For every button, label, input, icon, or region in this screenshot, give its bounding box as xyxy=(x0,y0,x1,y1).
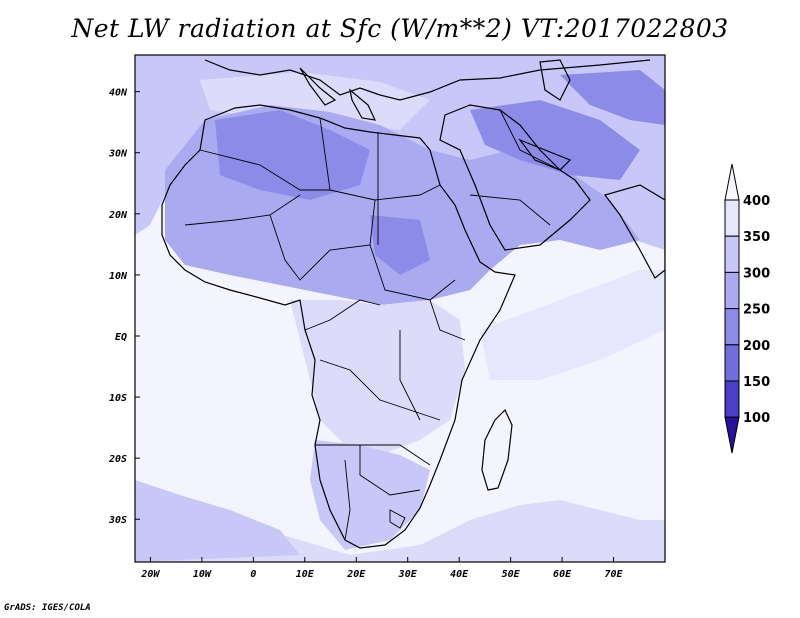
credit-text: GrADS: IGES/COLA xyxy=(4,603,91,613)
x-tick-label: 10W xyxy=(193,569,212,580)
colorbar-label: 100 xyxy=(743,411,770,426)
colorbar-label: 150 xyxy=(743,375,770,390)
dark-patch-sahara xyxy=(215,110,370,200)
map-title: Net LW radiation at Sfc (W/m**2) VT:2017… xyxy=(71,14,729,43)
arabia-coastline xyxy=(439,104,591,251)
coastlines xyxy=(161,59,665,549)
y-tick-label: 30N xyxy=(108,149,128,160)
colorbar-segment xyxy=(724,271,740,310)
colorbar-label: 200 xyxy=(743,339,770,354)
europe-coastline xyxy=(204,59,651,101)
caspian-coastline xyxy=(539,59,571,101)
colorbar-label: 400 xyxy=(743,194,770,209)
colorbar-segment xyxy=(724,308,740,346)
colorbar: 400 350 300 250 200 150 100 xyxy=(724,163,770,454)
colorbar-segment xyxy=(724,235,740,273)
country-borders xyxy=(184,109,561,541)
x-tick-label: 20E xyxy=(346,569,366,580)
y-axis: 40N 30N 20N 10N EQ 10S 20S 30S xyxy=(108,88,140,526)
colorbar-label: 300 xyxy=(743,266,770,281)
x-tick-label: 10E xyxy=(296,569,315,580)
sw-ocean-shade xyxy=(135,480,300,562)
plot-frame xyxy=(134,54,666,563)
colorbar-segment xyxy=(724,344,740,382)
y-tick-label: 40N xyxy=(109,88,128,99)
y-tick-label: EQ xyxy=(115,332,127,343)
colorbar-segment xyxy=(724,199,740,237)
x-tick-label: 70E xyxy=(605,569,624,580)
y-tick-label: 20S xyxy=(108,454,127,465)
colorbar-label: 250 xyxy=(743,303,770,318)
southern-africa-shade xyxy=(310,440,430,550)
dark-patch-sudan xyxy=(370,215,430,275)
greece-coastline xyxy=(349,88,377,121)
y-tick-label: 20N xyxy=(108,210,128,221)
central-africa-shade xyxy=(290,300,465,455)
india-coastline xyxy=(603,184,665,279)
colorbar-segment xyxy=(724,380,740,418)
colorbar-bottom-arrow xyxy=(724,416,740,454)
africa-coastline xyxy=(161,104,516,549)
italy-coastline xyxy=(299,67,337,106)
y-tick-label: 10S xyxy=(109,393,127,404)
x-tick-label: 40E xyxy=(450,569,469,580)
x-tick-label: 50E xyxy=(502,569,521,580)
y-tick-label: 30S xyxy=(108,515,127,526)
colorbar-top-arrow xyxy=(724,163,740,201)
x-tick-label: 30E xyxy=(398,569,418,580)
colorbar-label: 350 xyxy=(743,230,770,245)
x-tick-label: 60E xyxy=(553,569,572,580)
dark-patch-iran xyxy=(560,70,665,125)
x-tick-label: 0 xyxy=(250,569,256,580)
madagascar-coastline xyxy=(481,408,513,491)
indian-ocean-band xyxy=(480,270,665,380)
radiation-field xyxy=(135,55,665,562)
x-axis: 20W 10W 0 10E 20E 30E 40E 50E 60E 70E xyxy=(140,557,624,580)
y-tick-label: 10N xyxy=(109,271,128,282)
x-tick-label: 20W xyxy=(140,569,160,580)
